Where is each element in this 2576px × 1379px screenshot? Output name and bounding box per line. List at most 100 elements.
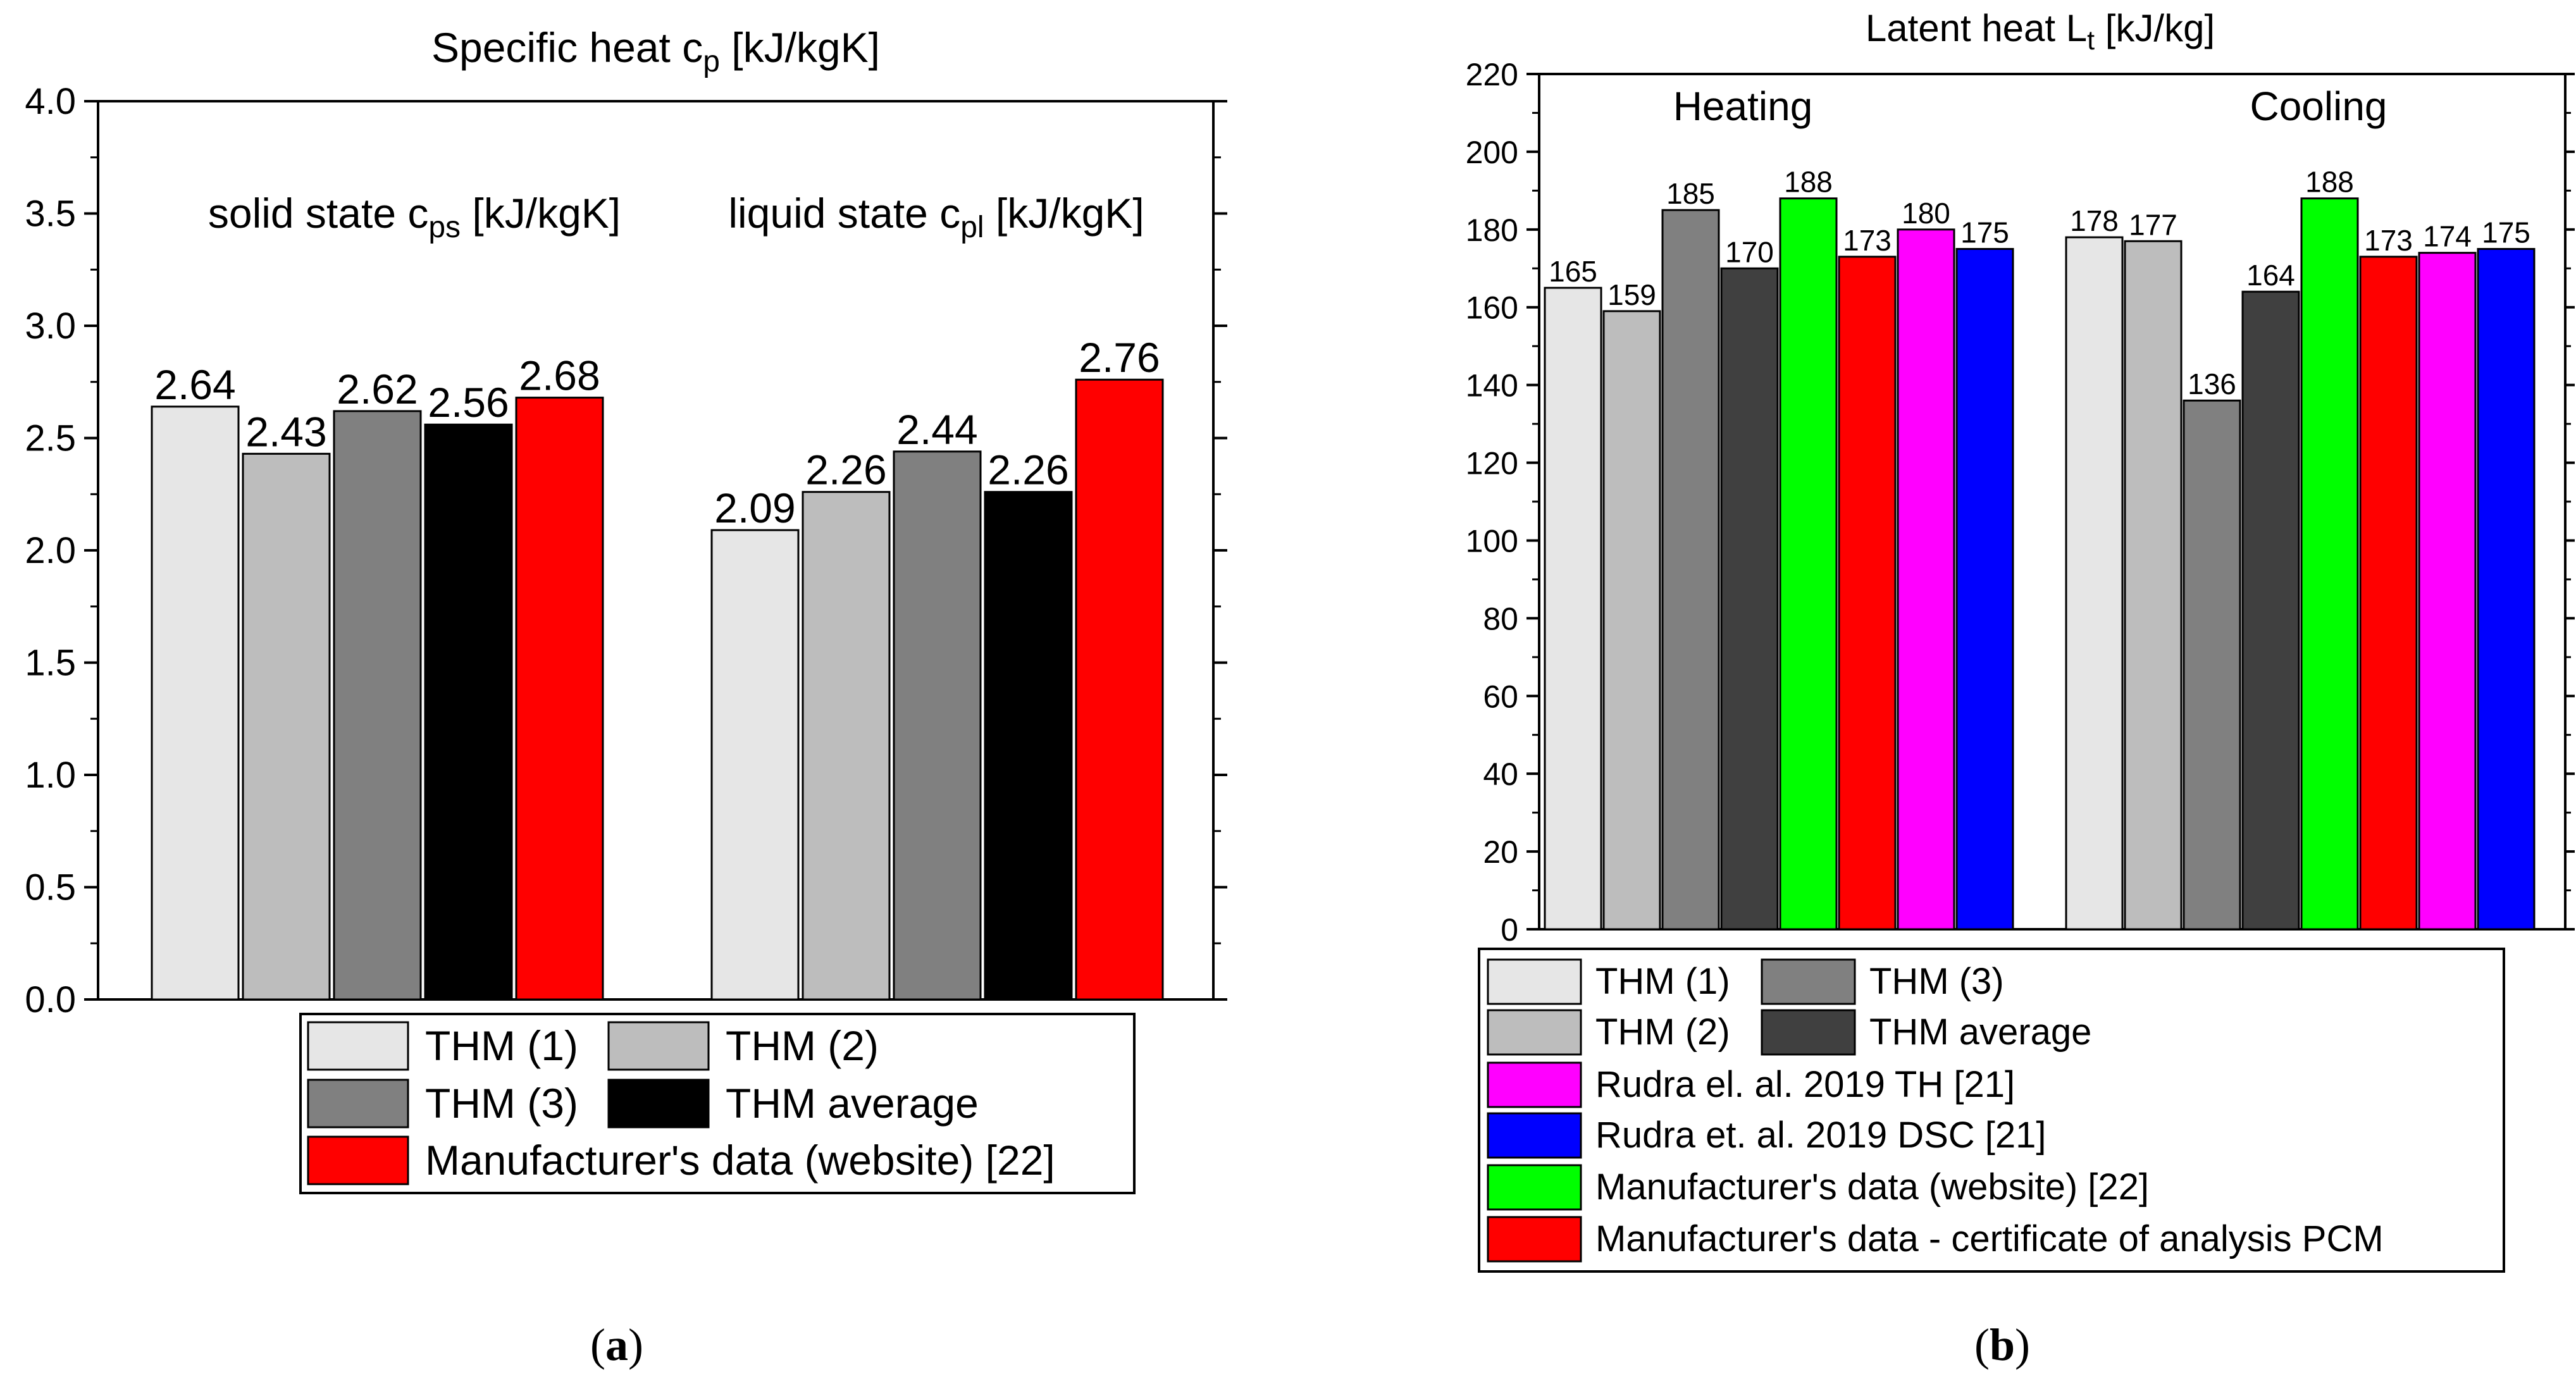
- bar-value-label: 175: [2482, 216, 2530, 249]
- bar-value-label: 164: [2246, 259, 2295, 292]
- y-tick-label: 2.5: [25, 418, 76, 459]
- bar-value-label: 159: [1607, 278, 1656, 311]
- legend-swatch: [1487, 1009, 1582, 1056]
- bar-value-label: 173: [2364, 224, 2413, 257]
- y-tick-label: 1.0: [25, 755, 76, 796]
- y-tick-label: 2.0: [25, 530, 76, 571]
- group-label: solid state cps [kJ/kgK]: [208, 190, 621, 244]
- legend-label: Rudra el. al. 2019 TH [21]: [1595, 1064, 2015, 1105]
- bar-value-label: 2.62: [337, 366, 418, 412]
- bar: [710, 529, 800, 1001]
- bar-value-label: 178: [2070, 204, 2119, 237]
- bar-value-label: 188: [2305, 166, 2354, 199]
- y-tick-label: 140: [1466, 368, 1518, 404]
- legend-label: THM (1): [1595, 961, 1730, 1002]
- bar: [2124, 240, 2183, 931]
- bar: [515, 397, 604, 1001]
- legend-label: Manufacturer's data - certificate of ana…: [1595, 1218, 2384, 1259]
- legend-box: [299, 1013, 1136, 1194]
- bar-value-label: 185: [1666, 177, 1715, 210]
- bar: [2477, 248, 2536, 931]
- legend-label: Manufacturer's data (website) [22]: [1595, 1166, 2149, 1208]
- bar: [2359, 256, 2418, 931]
- bar-value-label: 188: [1784, 166, 1833, 199]
- bar: [1075, 378, 1164, 1001]
- group-label: liquid state cpl [kJ/kgK]: [728, 190, 1144, 244]
- bar: [2418, 252, 2477, 931]
- y-tick-label: 220: [1466, 57, 1518, 92]
- panel-caption-a: (a): [590, 1320, 643, 1370]
- legend-label: Rudra et. al. 2019 DSC [21]: [1595, 1115, 2047, 1156]
- legend-swatch: [607, 1079, 710, 1129]
- legend-swatch: [307, 1079, 409, 1129]
- y-tick-label: 0: [1501, 912, 1518, 948]
- y-tick-label: 3.5: [25, 194, 76, 235]
- y-tick-label: 4.0: [25, 81, 76, 122]
- bar: [2241, 290, 2300, 931]
- y-tick-label: 60: [1483, 679, 1518, 714]
- bar-value-label: 2.09: [714, 485, 795, 531]
- chart-title: Specific heat cp [kJ/kgK]: [431, 24, 880, 78]
- legend-swatch: [1487, 1216, 1582, 1263]
- bar-value-label: 2.56: [428, 379, 509, 426]
- legend-label: THM average: [1869, 1011, 2091, 1053]
- bar: [1779, 197, 1838, 931]
- bar: [984, 491, 1073, 1001]
- y-tick-label: 1.5: [25, 643, 76, 684]
- legend-label: Manufacturer's data (website) [22]: [425, 1137, 1055, 1184]
- chart-a-specific-heat: Specific heat cp [kJ/kgK] 0.0 0.5 1.0 1.5 2.0…: [25, 24, 1227, 1194]
- y-tick-label: 0.5: [25, 867, 76, 908]
- y-tick-label: 40: [1483, 757, 1518, 792]
- legend-box: [1478, 948, 2505, 1273]
- bar-value-label: 2.68: [519, 352, 600, 399]
- bar-value-label: 136: [2188, 368, 2236, 400]
- bar-value-label: 2.76: [1079, 334, 1160, 381]
- bar: [1720, 267, 1779, 931]
- legend-swatch: [307, 1135, 409, 1185]
- bar: [893, 450, 982, 1001]
- bar: [1838, 256, 1897, 931]
- bar: [1602, 310, 1661, 931]
- legend-label: THM (1): [425, 1022, 578, 1069]
- y-tick-label: 3.0: [25, 306, 76, 347]
- bar: [802, 491, 891, 1001]
- y-tick-label: 20: [1483, 834, 1518, 870]
- panel-caption-b: (b): [1974, 1320, 2030, 1370]
- bar-value-label: 180: [1902, 197, 1950, 230]
- bar: [333, 410, 422, 1001]
- bar-value-label: 165: [1549, 255, 1597, 288]
- y-tick-label: 100: [1466, 523, 1518, 559]
- chart-b-latent-heat: Latent heat Lt [kJ/kg] 0 20 40 60 80 100 120 140…: [1466, 7, 2575, 1273]
- legend-swatch: [1487, 958, 1582, 1005]
- bar-value-label: 2.26: [988, 447, 1068, 493]
- y-tick-label: 200: [1466, 135, 1518, 170]
- bar: [151, 405, 240, 1001]
- bar: [424, 423, 513, 1001]
- group-label-heating: Heating: [1673, 83, 1813, 129]
- y-tick-label: 0.0: [25, 979, 76, 1020]
- bar-value-label: 2.64: [154, 361, 235, 408]
- bar: [2065, 236, 2124, 931]
- bar: [1544, 287, 1602, 931]
- y-tick-label: 120: [1466, 446, 1518, 481]
- legend-label: THM (3): [1869, 961, 2004, 1002]
- bar-value-label: 2.43: [245, 408, 326, 455]
- bar: [1955, 248, 2014, 931]
- legend-swatch: [1487, 1112, 1582, 1159]
- bar-value-label: 174: [2423, 220, 2472, 253]
- legend-label: THM (2): [1595, 1011, 1730, 1053]
- bar: [242, 452, 331, 1001]
- bar-value-label: 170: [1725, 235, 1774, 268]
- legend-swatch: [1487, 1164, 1582, 1211]
- legend-swatch: [1761, 1009, 1856, 1056]
- bar: [2300, 197, 2359, 931]
- legend-label: THM (3): [425, 1080, 578, 1127]
- bar-value-label: 2.26: [805, 447, 886, 493]
- legend-label: THM average: [726, 1080, 979, 1127]
- y-tick-label: 80: [1483, 601, 1518, 636]
- y-tick-label: 160: [1466, 290, 1518, 326]
- legend-swatch: [1761, 958, 1856, 1005]
- legend-swatch: [307, 1021, 409, 1071]
- chart-title: Latent heat Lt [kJ/kg]: [1866, 7, 2215, 56]
